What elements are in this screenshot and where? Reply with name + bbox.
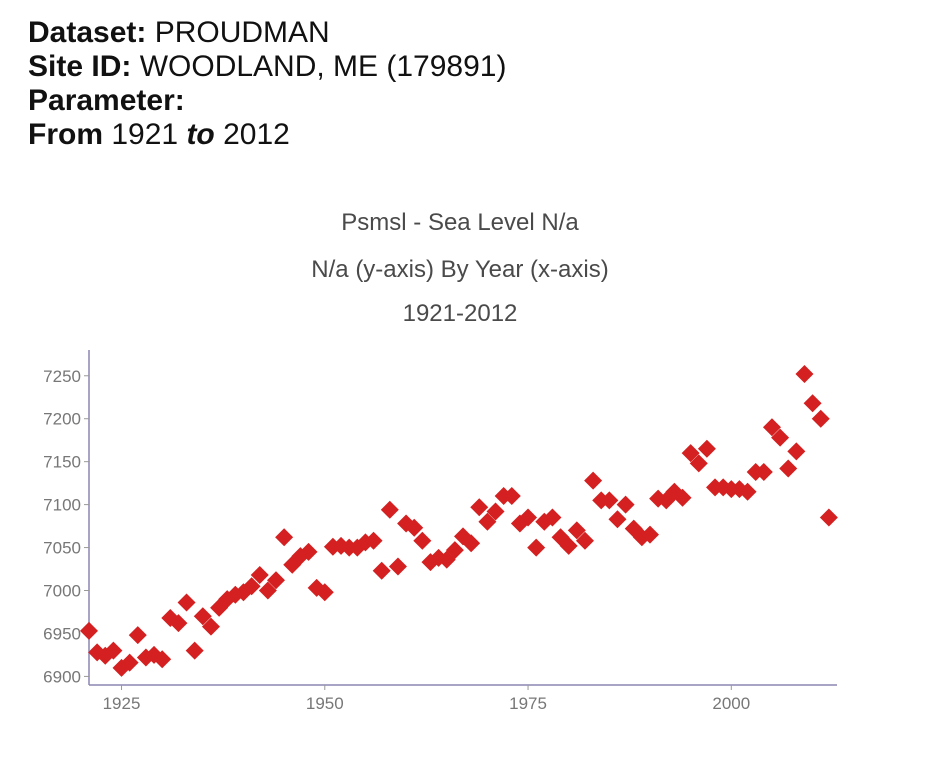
y-tick-label: 6950 <box>43 624 81 643</box>
data-point <box>193 607 212 626</box>
data-points <box>80 365 838 677</box>
data-point <box>120 653 139 672</box>
data-point <box>681 444 700 463</box>
data-point <box>177 593 196 612</box>
data-point <box>462 534 481 553</box>
y-tick-label: 7150 <box>43 453 81 472</box>
data-point <box>364 531 383 550</box>
data-point <box>470 498 489 517</box>
y-tick-label: 7100 <box>43 496 81 515</box>
data-point <box>258 581 277 600</box>
parameter-label: Parameter: <box>28 84 185 117</box>
dataset-row: Dataset: PROUDMAN <box>28 16 506 50</box>
data-point <box>754 462 773 481</box>
data-point <box>153 650 172 669</box>
data-point <box>413 531 432 550</box>
date-range-row: From 1921 to 2012 <box>28 118 506 152</box>
data-point <box>803 394 822 413</box>
y-tick-label: 6900 <box>43 667 81 686</box>
data-point <box>112 658 131 677</box>
data-point <box>600 491 619 510</box>
data-point <box>315 583 334 602</box>
dataset-header: Dataset: PROUDMAN Site ID: WOODLAND, ME … <box>28 16 506 152</box>
data-point <box>380 500 399 519</box>
x-axis-ticks: 1925 1950 1975 2000 <box>103 685 750 713</box>
x-tick-label: 1975 <box>509 694 547 713</box>
to-value: 2012 <box>223 118 290 151</box>
site-value: WOODLAND, ME (179891) <box>139 50 507 83</box>
data-point <box>543 508 562 527</box>
data-point <box>559 536 578 555</box>
data-point <box>486 502 505 521</box>
data-point <box>250 566 269 585</box>
data-point <box>811 409 830 428</box>
data-point <box>388 557 407 576</box>
data-point <box>787 442 806 461</box>
site-row: Site ID: WOODLAND, ME (179891) <box>28 50 506 84</box>
data-point <box>527 538 546 557</box>
dataset-label: Dataset: <box>28 16 147 49</box>
data-point <box>104 641 123 660</box>
data-point <box>275 528 294 547</box>
data-point <box>819 508 838 527</box>
data-point <box>567 521 586 540</box>
y-tick-label: 7050 <box>43 539 81 558</box>
from-value: 1921 <box>111 118 179 151</box>
data-point <box>795 365 814 384</box>
data-point <box>519 508 538 527</box>
data-point <box>169 614 188 633</box>
data-point <box>641 525 659 544</box>
data-point <box>299 542 318 561</box>
chart-title: Psmsl - Sea Level N/a <box>341 209 579 236</box>
data-point <box>697 439 716 458</box>
chart-axes <box>88 350 837 686</box>
data-point <box>608 510 627 529</box>
data-point <box>584 471 603 490</box>
data-point <box>201 617 220 636</box>
data-point <box>689 454 708 473</box>
data-point <box>242 577 261 596</box>
from-label: From <box>28 118 103 151</box>
to-label: to <box>186 118 215 151</box>
data-point <box>478 512 497 531</box>
data-point <box>779 459 798 478</box>
data-point <box>771 428 790 447</box>
y-tick-label: 7000 <box>43 582 81 601</box>
y-axis-ticks: 6900 6950 7000 7050 7100 7150 7200 7250 <box>43 367 89 686</box>
data-point <box>762 418 781 437</box>
parameter-row: Parameter: <box>28 84 506 118</box>
chart-date-range: 1921-2012 <box>403 300 518 327</box>
data-point <box>738 482 757 501</box>
data-point <box>502 487 521 506</box>
y-tick-label: 7200 <box>43 410 81 429</box>
x-tick-label: 1925 <box>103 694 141 713</box>
data-point <box>267 571 285 590</box>
data-point <box>80 621 98 640</box>
site-label: Site ID: <box>28 50 132 83</box>
dataset-value: PROUDMAN <box>154 16 330 49</box>
data-point <box>575 531 594 550</box>
data-point <box>445 541 464 560</box>
data-point <box>673 488 692 507</box>
data-point <box>372 561 391 580</box>
data-point <box>405 518 424 537</box>
x-tick-label: 2000 <box>712 694 750 713</box>
y-tick-label: 7250 <box>43 367 81 386</box>
data-point <box>616 495 635 514</box>
data-point <box>185 641 204 660</box>
data-point <box>128 626 147 645</box>
x-tick-label: 1950 <box>306 694 344 713</box>
chart-subtitle: N/a (y-axis) By Year (x-axis) <box>311 256 608 283</box>
